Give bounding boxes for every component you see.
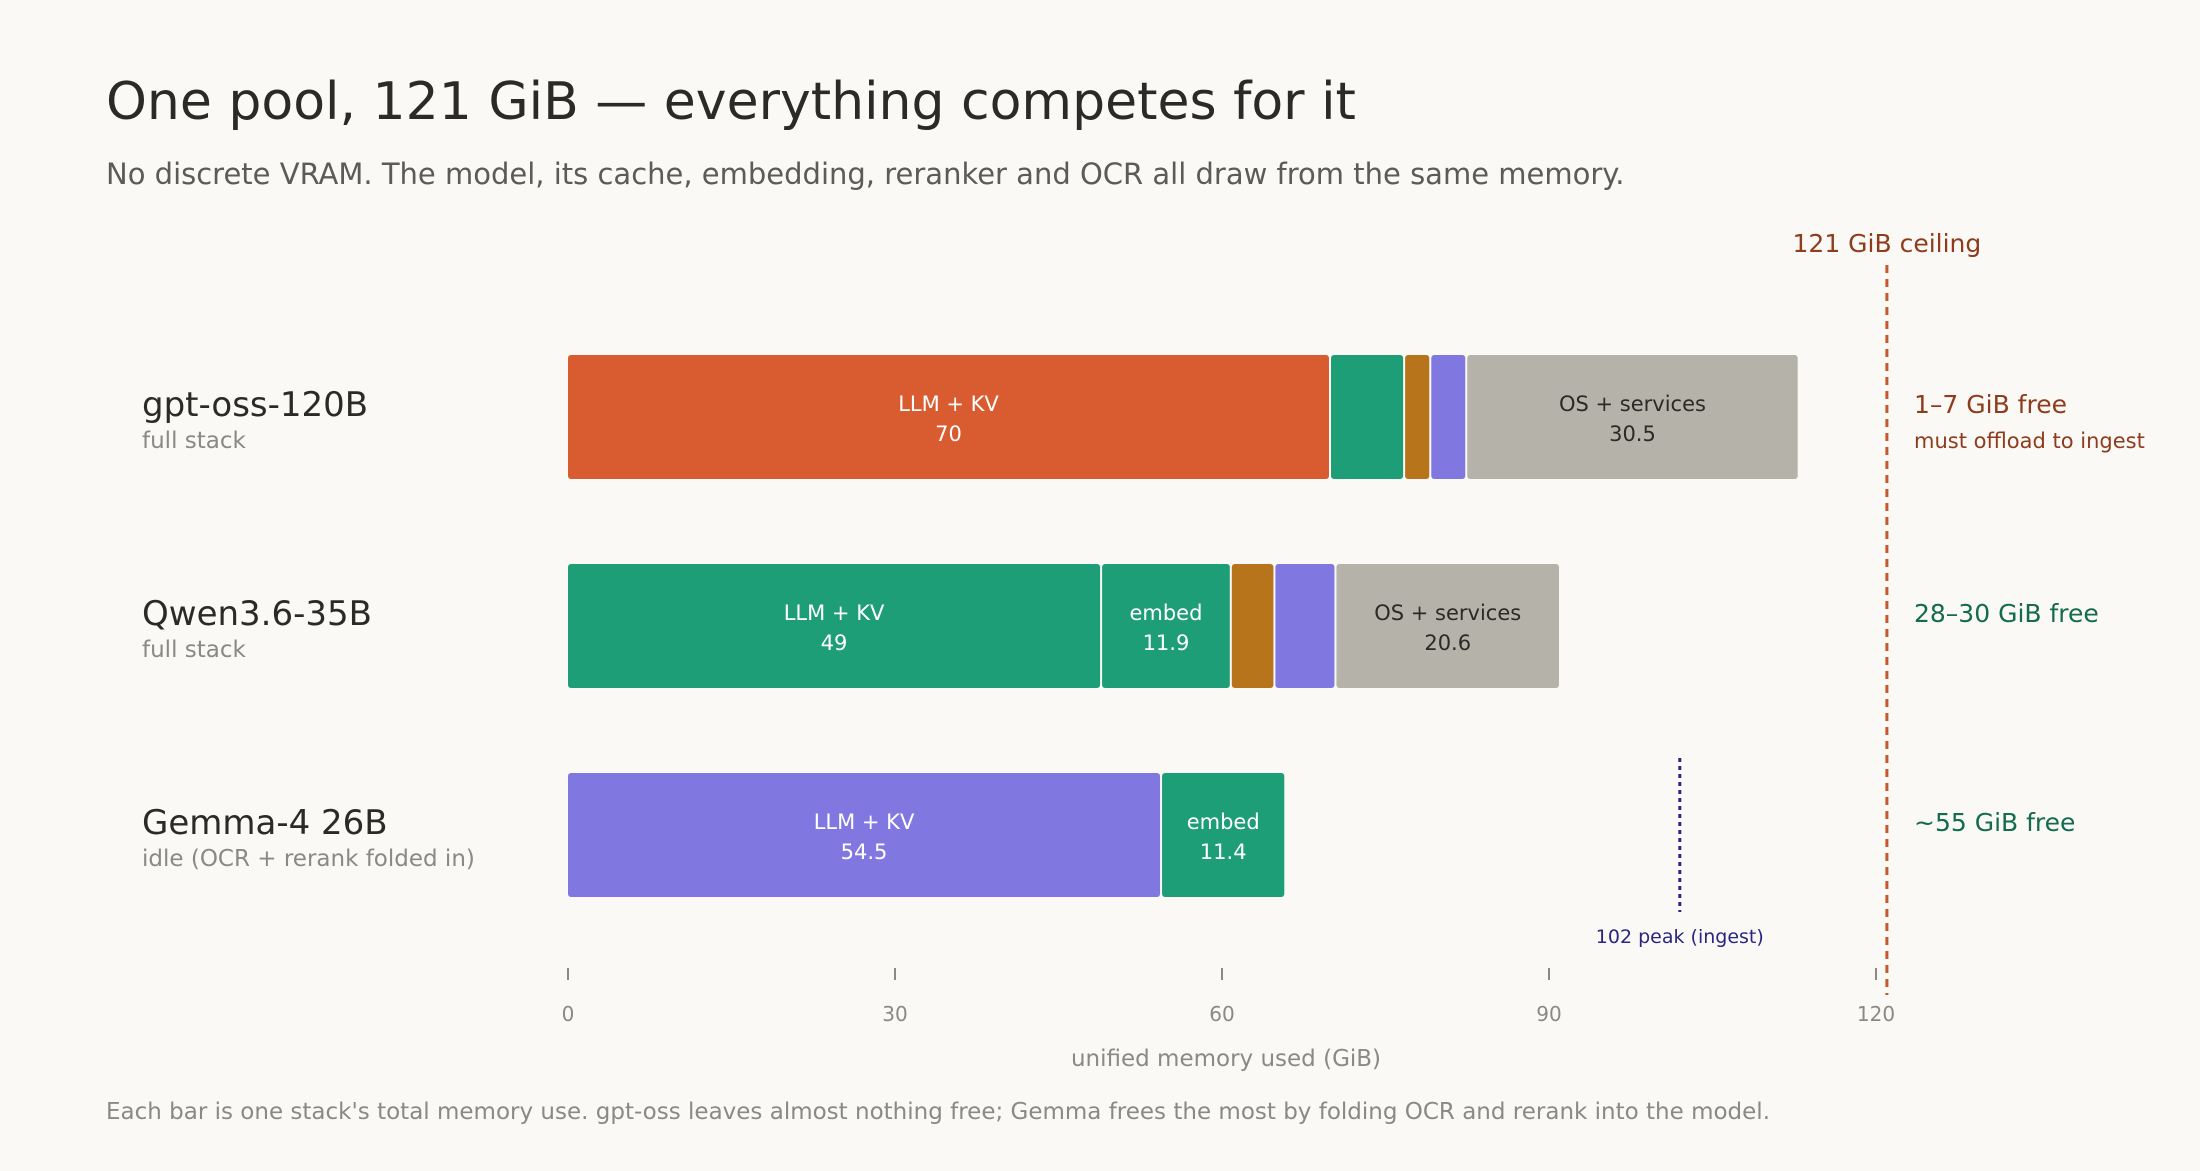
row-label: Qwen3.6-35B	[142, 594, 372, 634]
row-label: gpt-oss-120B	[142, 385, 368, 425]
x-tick-label: 120	[1857, 1002, 1895, 1026]
segment-value: 20.6	[1424, 631, 1471, 655]
bar-segment	[1102, 564, 1230, 688]
segment-value: 54.5	[841, 840, 888, 864]
bar-segment	[568, 773, 1161, 897]
bar-segment	[1162, 773, 1285, 897]
row-label: Gemma-4 26B	[142, 803, 388, 843]
bar-segment	[1431, 355, 1466, 479]
segment-label: OS + services	[1559, 392, 1706, 416]
segment-label: OS + services	[1374, 601, 1521, 625]
segment-value: 11.9	[1143, 631, 1190, 655]
x-axis-label: unified memory used (GiB)	[1071, 1046, 1381, 1072]
bar-segment	[1467, 355, 1798, 479]
segment-label: LLM + KV	[898, 392, 999, 416]
free-space-label: 1–7 GiB free	[1914, 390, 2067, 419]
segment-value: 11.4	[1200, 840, 1247, 864]
segment-value: 70	[935, 422, 962, 446]
segment-label: embed	[1129, 601, 1202, 625]
x-tick-label: 30	[882, 1002, 907, 1026]
segment-label: LLM + KV	[784, 601, 885, 625]
ceiling-label: 121 GiB ceiling	[1793, 229, 1982, 258]
bar-segment	[568, 355, 1329, 479]
peak-marker-label: 102 peak (ingest)	[1596, 926, 1764, 948]
free-space-label: 28–30 GiB free	[1914, 599, 2099, 628]
segment-label: LLM + KV	[814, 810, 915, 834]
bar-segment	[1405, 355, 1430, 479]
bar-segment	[1336, 564, 1559, 688]
chart-title: One pool, 121 GiB — everything competes …	[106, 72, 1356, 132]
bar-segment	[1331, 355, 1404, 479]
bar-segment	[1231, 564, 1274, 688]
chart-footnote: Each bar is one stack's total memory use…	[106, 1099, 1771, 1125]
free-space-note: must offload to ingest	[1914, 429, 2145, 453]
segment-value: 49	[821, 631, 848, 655]
segment-value: 30.5	[1609, 422, 1656, 446]
row-sublabel: full stack	[142, 637, 247, 663]
x-tick-label: 60	[1209, 1002, 1234, 1026]
row-sublabel: idle (OCR + rerank folded in)	[142, 846, 475, 872]
x-tick-label: 0	[562, 1002, 575, 1026]
row-sublabel: full stack	[142, 428, 247, 454]
x-tick-label: 90	[1536, 1002, 1561, 1026]
chart-subtitle: No discrete VRAM. The model, its cache, …	[106, 157, 1625, 191]
segment-label: embed	[1187, 810, 1260, 834]
free-space-label: ~55 GiB free	[1914, 808, 2075, 837]
bar-segment	[1275, 564, 1335, 688]
bar-segment	[568, 564, 1101, 688]
